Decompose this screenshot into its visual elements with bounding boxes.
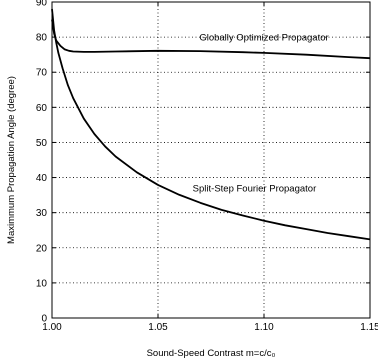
ticks-layer: 0 10 20 30 40 50 60 70 80 90 1.00 1.05 1.10 1.15 xyxy=(36,0,378,333)
grid-layer xyxy=(52,2,370,318)
y-tick-label-60: 60 xyxy=(36,103,48,114)
x-tick-label-1.05: 1.05 xyxy=(148,322,168,333)
annotations-layer: Globally Optimized Propagator Split-Step … xyxy=(193,33,329,195)
series-annotation-1: Split-Step Fourier Propagator xyxy=(193,184,317,195)
series-annotation-0: Globally Optimized Propagator xyxy=(199,33,328,44)
series-line-0 xyxy=(51,19,371,60)
y-axis-label: Maximmum Propagation Angle (degree) xyxy=(6,76,17,244)
y-tick-label-20: 20 xyxy=(36,243,48,254)
y-tick-label-80: 80 xyxy=(36,33,48,44)
y-tick-label-30: 30 xyxy=(36,208,48,219)
x-tick-label-1.00: 1.00 xyxy=(42,322,62,333)
y-tick-label-50: 50 xyxy=(36,138,48,149)
y-tick-label-40: 40 xyxy=(36,173,48,184)
y-tick-label-0: 0 xyxy=(41,314,47,325)
y-tick-label-90: 90 xyxy=(36,0,48,9)
x-tick-label-1.10: 1.10 xyxy=(254,322,274,333)
series-line-1 xyxy=(51,8,371,241)
x-axis-label: Sound-Speed Contrast m=c/c₀ xyxy=(147,348,276,359)
y-tick-label-70: 70 xyxy=(36,68,48,79)
x-tick-label-1.15: 1.15 xyxy=(360,322,378,333)
y-tick-label-10: 10 xyxy=(36,278,48,289)
plot-frame xyxy=(51,1,371,319)
series-layer xyxy=(51,8,371,241)
